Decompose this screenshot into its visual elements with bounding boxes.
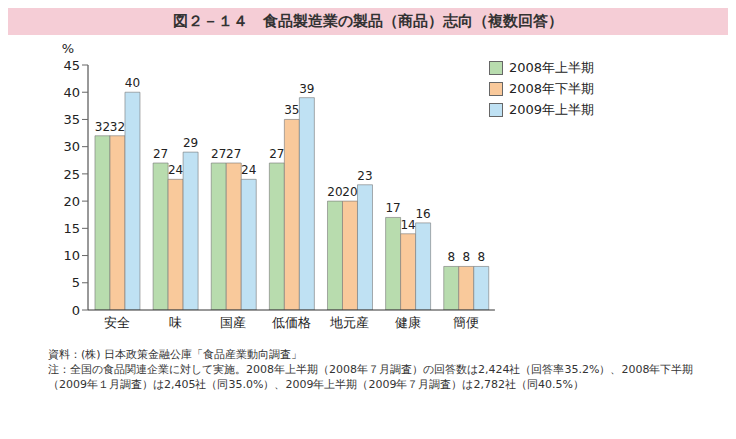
svg-text:32: 32 — [110, 120, 125, 134]
svg-text:10: 10 — [63, 248, 80, 263]
svg-text:8: 8 — [447, 250, 455, 264]
svg-text:23: 23 — [357, 169, 372, 183]
svg-text:27: 27 — [226, 147, 241, 161]
svg-text:国産: 国産 — [220, 315, 246, 330]
svg-text:24: 24 — [241, 163, 256, 177]
svg-text:39: 39 — [299, 82, 314, 96]
svg-text:35: 35 — [63, 112, 80, 127]
svg-text:32: 32 — [95, 120, 110, 134]
svg-text:27: 27 — [269, 147, 284, 161]
html-text:2008年上半期: 2008年上半期 — [508, 60, 594, 75]
svg-text:0: 0 — [72, 303, 80, 318]
svg-text:40: 40 — [125, 76, 140, 90]
html-text:2008年下半期: 2008年下半期 — [508, 81, 594, 96]
svg-text:30: 30 — [63, 139, 80, 154]
svg-text:8: 8 — [462, 250, 470, 264]
svg-text:15: 15 — [63, 221, 80, 236]
svg-text:24: 24 — [168, 163, 183, 177]
svg-text:20: 20 — [342, 185, 357, 199]
svg-text:25: 25 — [63, 167, 80, 182]
svg-text:14: 14 — [400, 218, 415, 232]
svg-text:簡便: 簡便 — [453, 315, 479, 330]
svg-text:8: 8 — [477, 250, 485, 264]
svg-text:20: 20 — [327, 185, 342, 199]
svg-text:27: 27 — [153, 147, 168, 161]
svg-text:29: 29 — [183, 136, 198, 150]
svg-text:5: 5 — [72, 275, 80, 290]
html-text:注：全国の食品関連企業に対して実施。2008年上半期（200: 注：全国の食品関連企業に対して実施。2008年上半期（2008年７月調査）の回答… — [48, 363, 694, 391]
svg-text:27: 27 — [211, 147, 226, 161]
svg-text:低価格: 低価格 — [272, 315, 311, 330]
svg-text:味: 味 — [169, 315, 182, 330]
svg-text:%: % — [62, 41, 74, 56]
svg-text:16: 16 — [415, 207, 430, 221]
svg-text:40: 40 — [63, 85, 80, 100]
svg-text:17: 17 — [385, 201, 400, 215]
html-text:図２－１４ 食品製造業の製品（商品）志向（複数回答）: 図２－１４ 食品製造業の製品（商品）志向（複数回答） — [173, 12, 563, 30]
svg-text:20: 20 — [63, 194, 80, 209]
html-text:資料：(株) 日本政策金融公庫「食品産業動向調査」: 資料：(株) 日本政策金融公庫「食品産業動向調査」 — [48, 348, 303, 361]
svg-text:45: 45 — [63, 58, 80, 73]
svg-text:安全: 安全 — [104, 315, 130, 330]
svg-text:地元産: 地元産 — [329, 315, 369, 330]
html-text:2009年上半期: 2009年上半期 — [508, 102, 594, 117]
svg-text:35: 35 — [284, 103, 299, 117]
svg-text:健康: 健康 — [395, 315, 421, 330]
